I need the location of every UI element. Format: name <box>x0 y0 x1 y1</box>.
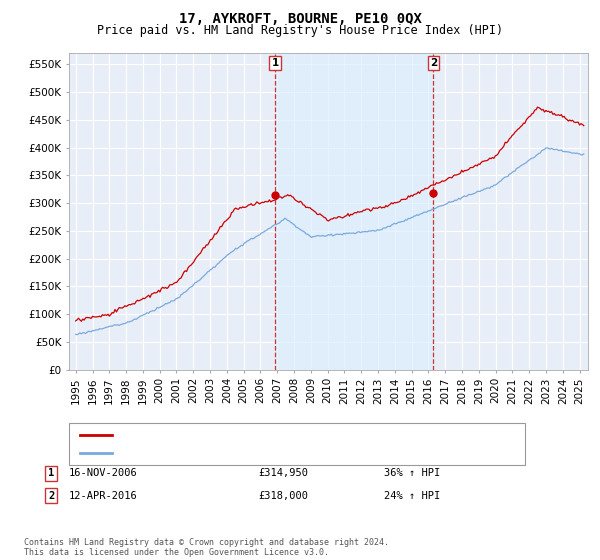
Text: 16-NOV-2006: 16-NOV-2006 <box>69 468 138 478</box>
Text: £314,950: £314,950 <box>258 468 308 478</box>
Text: £318,000: £318,000 <box>258 491 308 501</box>
Bar <box>275 53 433 370</box>
Text: Price paid vs. HM Land Registry's House Price Index (HPI): Price paid vs. HM Land Registry's House … <box>97 24 503 36</box>
Text: 2: 2 <box>430 58 437 68</box>
Text: 24% ↑ HPI: 24% ↑ HPI <box>384 491 440 501</box>
Text: 1: 1 <box>272 58 279 68</box>
Text: 17, AYKROFT, BOURNE, PE10 0QX (detached house): 17, AYKROFT, BOURNE, PE10 0QX (detached … <box>116 430 403 440</box>
Text: 36% ↑ HPI: 36% ↑ HPI <box>384 468 440 478</box>
Text: 2: 2 <box>48 491 54 501</box>
Text: 1: 1 <box>48 468 54 478</box>
Text: Contains HM Land Registry data © Crown copyright and database right 2024.
This d: Contains HM Land Registry data © Crown c… <box>24 538 389 557</box>
Text: 17, AYKROFT, BOURNE, PE10 0QX: 17, AYKROFT, BOURNE, PE10 0QX <box>179 12 421 26</box>
Text: 12-APR-2016: 12-APR-2016 <box>69 491 138 501</box>
Text: HPI: Average price, detached house, South Kesteven: HPI: Average price, detached house, Sout… <box>116 448 428 458</box>
